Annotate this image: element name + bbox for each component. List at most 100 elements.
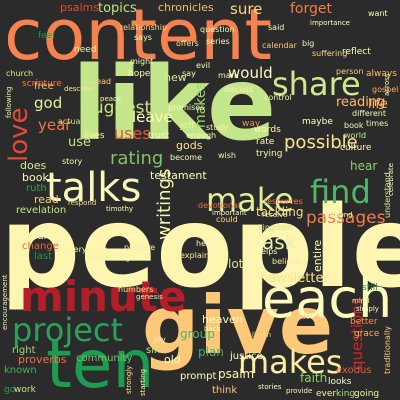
word-traditionally: traditionally: [383, 325, 392, 374]
word-possible: possible: [284, 132, 358, 153]
word-passages: passages: [306, 208, 386, 228]
word-suggest: suggest: [84, 98, 152, 118]
word-new: new: [164, 71, 187, 84]
word-become: become: [170, 153, 203, 162]
word-question: question: [200, 25, 235, 34]
word-story: story: [62, 157, 83, 166]
word-ruth: ruth: [26, 183, 47, 194]
word-gospel: gospel: [372, 85, 399, 94]
word-say: say: [182, 69, 196, 78]
word-jeff: jeff: [180, 121, 195, 131]
word-something: something: [88, 253, 131, 262]
word-enough: enough: [186, 131, 217, 140]
word-study: study: [206, 123, 229, 132]
word-numbers: numbers: [118, 285, 154, 294]
word-relationship: relationship: [120, 23, 168, 32]
word-lead: lead: [94, 77, 112, 86]
word-would: would: [228, 64, 273, 82]
word-find: find: [310, 173, 371, 211]
word-justice: justice: [230, 351, 263, 362]
word-change: change: [22, 241, 59, 252]
word-series: series: [206, 37, 230, 46]
word-rating: rating: [110, 148, 164, 169]
word-words: words: [254, 125, 281, 135]
word-one: one: [114, 273, 131, 283]
word-topics: topics: [98, 1, 137, 16]
word-hope: hope: [128, 69, 151, 79]
word-leave: leave: [132, 108, 173, 126]
word-forget: forget: [290, 1, 332, 17]
word-promises: promises: [168, 103, 205, 112]
word-last: last: [34, 251, 53, 262]
word-strongly: strongly: [125, 365, 133, 394]
word-psalm: psalm: [218, 367, 255, 381]
word-starting: starting: [139, 368, 147, 396]
word-chronicles: chronicles: [158, 1, 214, 14]
word-timothy: timothy: [106, 205, 134, 213]
word-make: make: [206, 181, 294, 219]
word-proverbs: proverbs: [18, 353, 67, 366]
word-discuss: discuss: [224, 85, 254, 94]
word-newsletter: newsletter: [260, 271, 329, 286]
word-faith: faith: [300, 371, 328, 385]
word-scripture: scripture: [22, 79, 62, 89]
word-heaven: heaven: [202, 313, 243, 326]
word-each: each: [262, 267, 393, 330]
word-sin: sin: [146, 345, 161, 356]
word-prompt: prompt: [180, 371, 217, 382]
word-world: world: [344, 131, 367, 140]
word-culture: culture: [340, 143, 372, 153]
word-trust: trust: [148, 131, 170, 141]
word-go: go: [4, 385, 16, 395]
word-work: work: [14, 385, 36, 395]
word-still: still: [362, 283, 378, 293]
word-minute: minute: [20, 272, 187, 321]
word-church: church: [6, 69, 34, 78]
word-tackling: tackling: [256, 205, 304, 219]
word-important: important: [212, 209, 247, 217]
word-god: god: [34, 94, 63, 112]
word-calendar: calendar: [262, 41, 297, 50]
word-made: made: [290, 313, 310, 321]
word-entire: entire: [311, 239, 324, 272]
word-uses: uses: [114, 124, 151, 143]
word-ten: ten: [46, 326, 155, 400]
word-going: going: [354, 389, 380, 399]
word-way: way: [242, 119, 261, 129]
word-actually: actually: [58, 117, 90, 126]
word-mind: mind: [352, 297, 370, 305]
word-life: life: [368, 97, 388, 112]
word-need: need: [74, 45, 97, 55]
word-joy: joy: [154, 335, 166, 344]
word-resources: resources: [264, 197, 303, 206]
word-said: said: [268, 23, 285, 32]
word-evil: evil: [196, 61, 211, 70]
word-stories: stories: [258, 383, 282, 391]
word-offers: offers: [176, 39, 199, 48]
word-makes: makes: [238, 343, 343, 381]
word-does: does: [20, 159, 47, 172]
word-says: says: [134, 33, 152, 42]
word-mark: mark: [218, 71, 239, 80]
word-think: think: [212, 385, 238, 396]
word-group: group: [180, 327, 215, 341]
word-control: control: [264, 93, 292, 102]
word-grace: grace: [354, 329, 380, 339]
word-provide: provide: [286, 387, 313, 395]
word-big: big: [302, 39, 315, 48]
word-following: following: [5, 86, 13, 118]
word-old: old: [164, 353, 181, 366]
word-encouragement: encouragement: [1, 274, 9, 330]
word-reading: reading: [336, 95, 386, 110]
word-care: care: [32, 231, 54, 242]
word-heart: heart: [196, 239, 218, 248]
word-always: always: [366, 69, 397, 79]
word-wish: wish: [218, 151, 237, 160]
word-everything: everything: [64, 245, 108, 254]
word-peace: peace: [100, 95, 122, 103]
word-listen: listen: [252, 331, 272, 339]
word-respond: respond: [68, 199, 97, 207]
word-importance: importance: [310, 19, 350, 27]
word-read: read: [34, 193, 59, 206]
